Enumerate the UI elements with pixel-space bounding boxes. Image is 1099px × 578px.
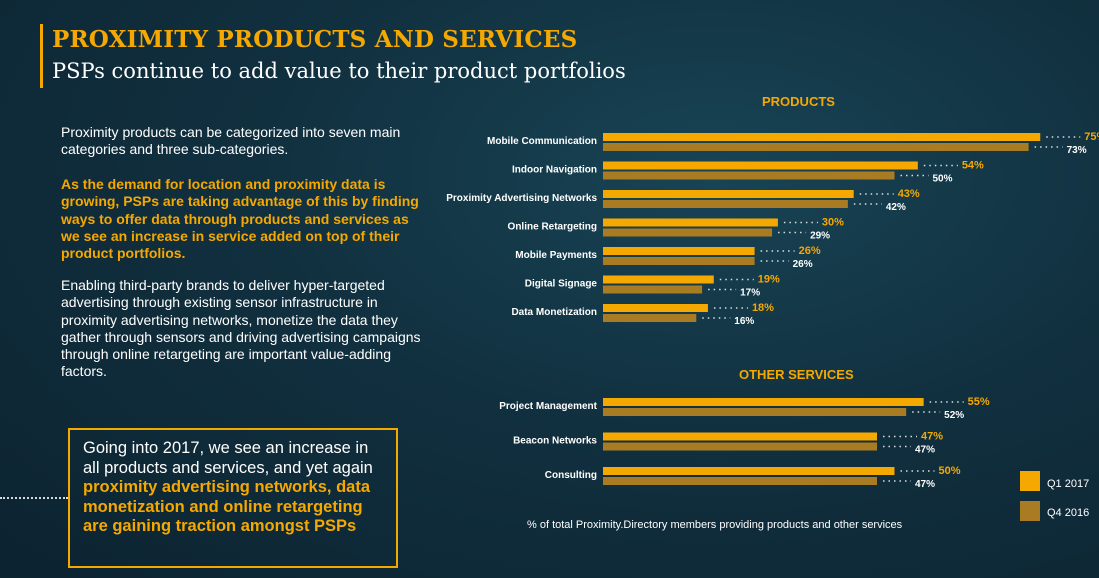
services-value-label-q4-2016: 47% — [915, 445, 935, 456]
products-value-label-q4-2016: 50% — [933, 174, 953, 185]
products-value-label-q4-2016: 26% — [793, 259, 813, 270]
products-category-label: Data Monetization — [511, 307, 597, 318]
products-value-label-q1-2017: 30% — [822, 217, 844, 229]
services-bar-q4-2016 — [603, 477, 878, 485]
services-category-label: Consulting — [545, 470, 597, 481]
products-bar-q1-2017 — [603, 161, 918, 170]
products-bar-q1-2017 — [603, 218, 778, 227]
products-bar-q1-2017 — [603, 275, 714, 284]
products-bar-q4-2016 — [603, 171, 895, 180]
services-category-label: Project Management — [499, 401, 597, 412]
callout-connector — [0, 497, 68, 499]
products-category-label: Online Retargeting — [508, 222, 597, 233]
products-category-label: Indoor Navigation — [512, 165, 597, 176]
highlight-paragraph: As the demand for location and proximity… — [61, 176, 419, 262]
products-bar-q1-2017 — [603, 190, 854, 198]
products-category-label: Mobile Communication — [487, 136, 597, 147]
legend-swatch-q1 — [1020, 471, 1040, 491]
products-value-label-q4-2016: 73% — [1067, 145, 1087, 156]
products-bar-q4-2016 — [603, 314, 697, 322]
title-accent-bar — [40, 24, 43, 88]
legend-label-q1: Q1 2017 — [1047, 478, 1090, 490]
chart-footnote: % of total Proximity.Directory members p… — [527, 519, 903, 531]
legend-label-q4: Q4 2016 — [1047, 507, 1090, 519]
products-bar-q1-2017 — [603, 133, 1041, 141]
products-value-label-q4-2016: 29% — [810, 231, 830, 242]
products-value-label-q1-2017: 43% — [898, 188, 920, 200]
page-title: PROXIMITY PRODUCTS AND SERVICES — [52, 26, 578, 53]
products-value-label-q1-2017: 26% — [799, 245, 821, 257]
products-category-label: Proximity Advertising Networks — [446, 193, 597, 204]
products-category-label: Mobile Payments — [515, 250, 597, 261]
callout-highlight: proximity advertising networks, data mon… — [83, 478, 370, 535]
products-bar-q4-2016 — [603, 257, 755, 265]
products-value-label-q1-2017: 75% — [1084, 131, 1099, 143]
products-category-label: Digital Signage — [525, 279, 598, 290]
products-value-label-q4-2016: 16% — [734, 316, 754, 327]
callout-text: Going into 2017, we see an increase in a… — [83, 439, 373, 477]
legend-swatch-q4 — [1020, 501, 1040, 521]
services-bar-q1-2017 — [603, 398, 924, 406]
products-bar-q4-2016 — [603, 143, 1029, 151]
services-section-title: OTHER SERVICES — [739, 367, 854, 382]
products-value-label-q1-2017: 54% — [962, 160, 984, 172]
products-value-label-q4-2016: 42% — [886, 202, 906, 213]
services-bar-q1-2017 — [603, 432, 878, 441]
products-bar-q4-2016 — [603, 285, 703, 294]
services-value-label-q4-2016: 47% — [915, 479, 935, 490]
page-subtitle: PSPs continue to add value to their prod… — [52, 59, 626, 83]
products-value-label-q1-2017: 18% — [752, 302, 774, 314]
services-value-label-q1-2017: 50% — [939, 465, 961, 477]
products-bar-q4-2016 — [603, 228, 773, 237]
services-category-label: Beacon Networks — [513, 436, 597, 447]
services-value-label-q4-2016: 52% — [944, 410, 964, 421]
services-bar-q4-2016 — [603, 408, 907, 416]
detail-paragraph: Enabling third-party brands to deliver h… — [61, 277, 421, 380]
products-value-label-q1-2017: 19% — [758, 274, 780, 286]
products-bar-q4-2016 — [603, 200, 848, 208]
services-value-label-q1-2017: 55% — [968, 396, 990, 408]
products-bar-q1-2017 — [603, 247, 755, 255]
services-value-label-q1-2017: 47% — [921, 431, 943, 443]
products-bar-q1-2017 — [603, 304, 708, 312]
intro-paragraph: Proximity products can be categorized in… — [61, 124, 401, 158]
products-section-title: PRODUCTS — [762, 94, 835, 109]
callout-box: Going into 2017, we see an increase in a… — [68, 428, 398, 568]
products-value-label-q4-2016: 17% — [740, 288, 760, 299]
services-bar-q1-2017 — [603, 467, 895, 475]
services-bar-q4-2016 — [603, 442, 878, 451]
